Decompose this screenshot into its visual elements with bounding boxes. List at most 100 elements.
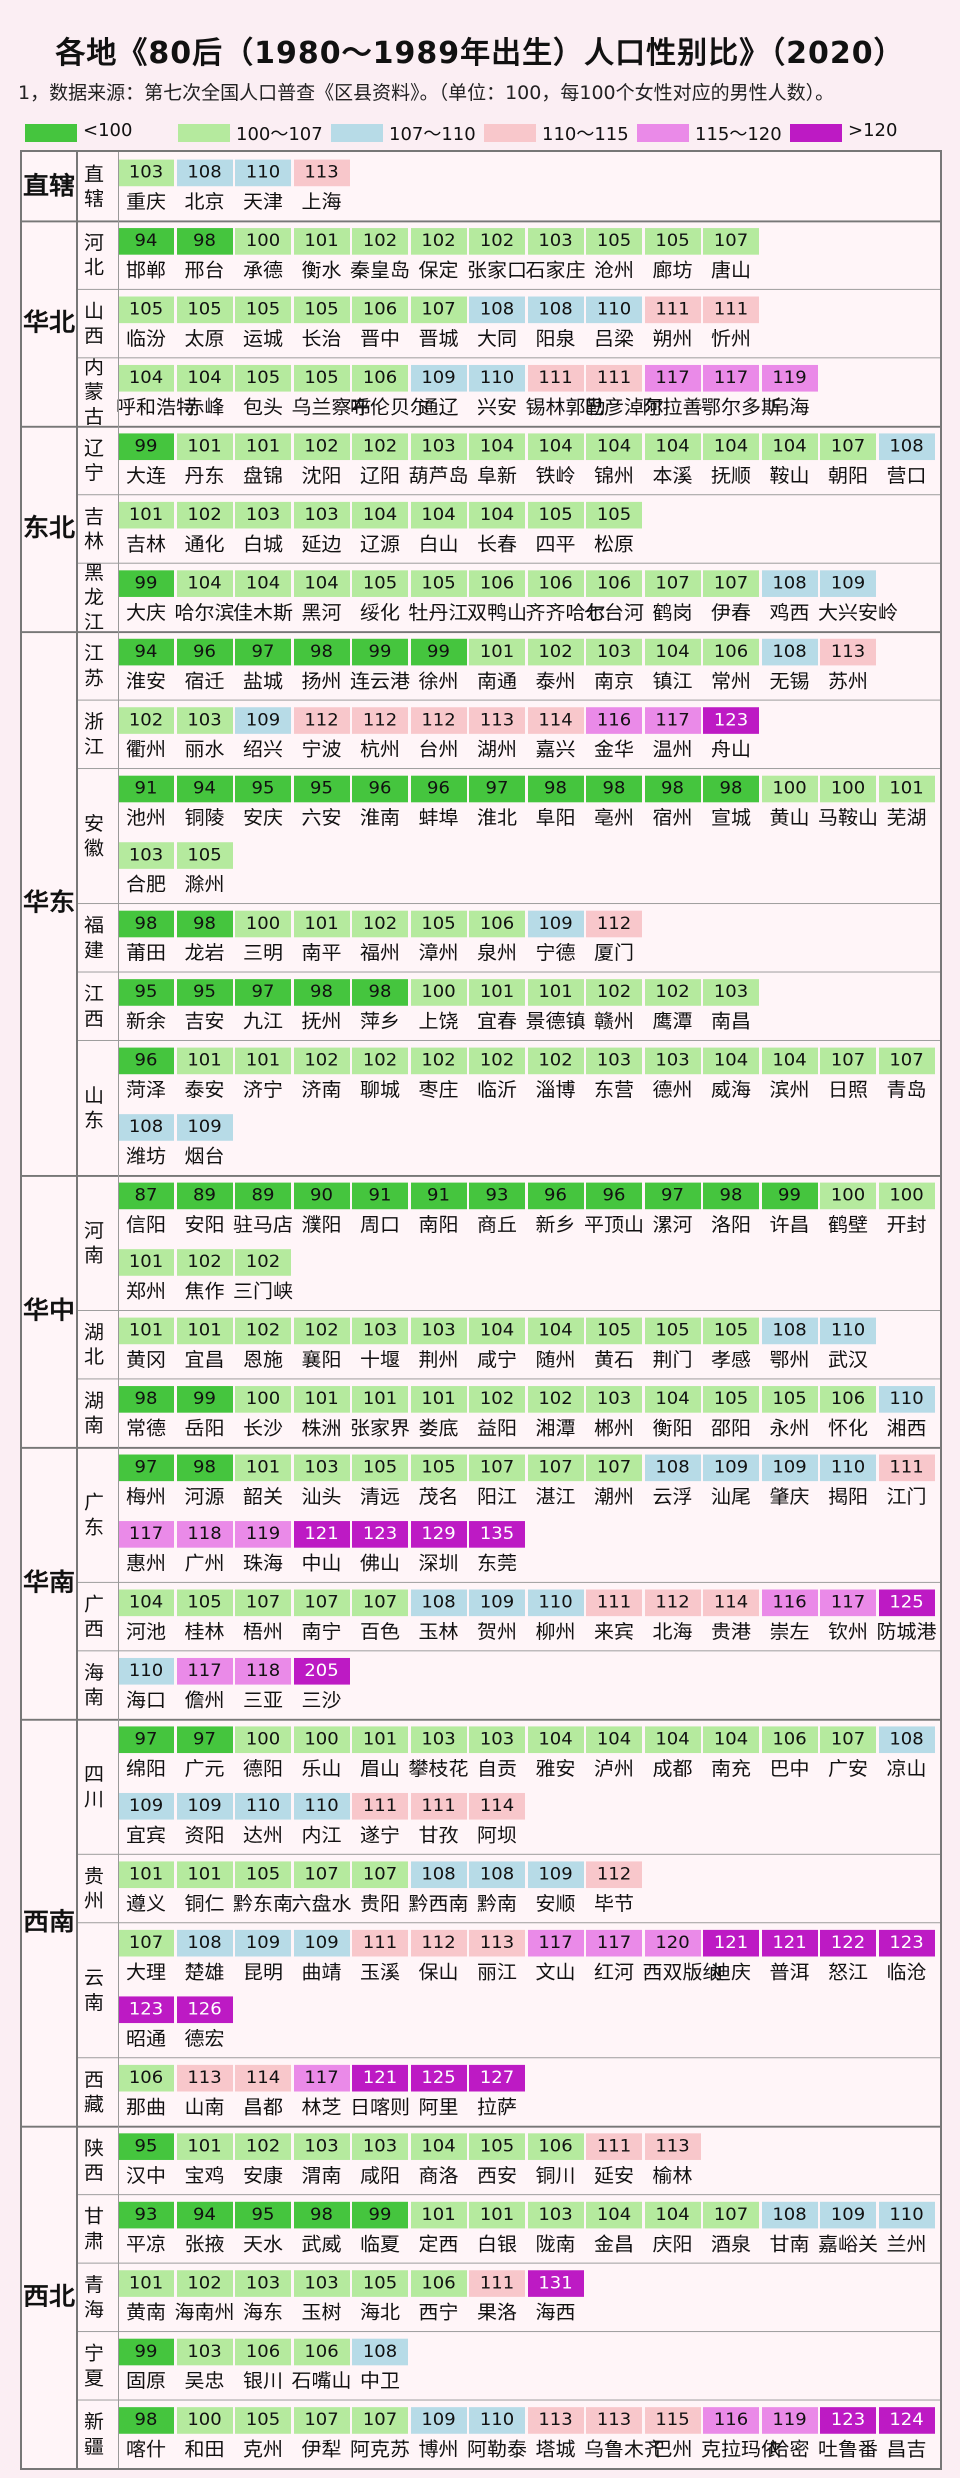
province-divider <box>118 152 119 2468</box>
value-cell: 107 <box>293 2407 350 2434</box>
value-cell: 101 <box>118 1249 174 1276</box>
city-label: 汕尾 <box>711 1484 751 1508</box>
province-label: 山东 <box>84 1083 104 1132</box>
city-label: 迪庆 <box>711 1960 751 1984</box>
city-label: 昆明 <box>243 1960 283 1984</box>
city-label: 玉溪 <box>360 1960 400 1984</box>
value-cell: 131 <box>527 2270 584 2297</box>
city-label: 锦州 <box>594 463 634 487</box>
city-label: 吕梁 <box>594 326 634 350</box>
row-divider <box>76 1581 940 1583</box>
city-label: 中卫 <box>360 2369 400 2392</box>
city-label: 杭州 <box>360 737 400 761</box>
city-label: 十堰 <box>360 1348 400 1371</box>
value-cell: 107 <box>527 1454 584 1482</box>
value-cell: 106 <box>586 570 642 597</box>
value-cell: 108 <box>352 2338 408 2366</box>
value-cell: 101 <box>176 433 233 461</box>
city-label: 河源 <box>184 1484 225 1508</box>
city-label: 石嘴山 <box>291 2369 352 2392</box>
value-cell: 106 <box>527 570 584 597</box>
city-label: 东莞 <box>477 1551 517 1575</box>
value-cell: 101 <box>469 979 525 1006</box>
value-cell: 98 <box>118 1386 174 1413</box>
value-cell: 117 <box>820 1589 876 1617</box>
city-label: 永州 <box>769 1416 810 1440</box>
city-label: 揭阳 <box>828 1484 868 1508</box>
row-divider <box>76 1039 940 1041</box>
value-cell: 111 <box>644 296 701 324</box>
city-label: 阳泉 <box>535 326 576 350</box>
value-cell: 105 <box>235 2407 291 2434</box>
value-cell: 117 <box>644 707 701 734</box>
value-cell: 106 <box>703 638 759 666</box>
city-label: 金昌 <box>594 2232 634 2256</box>
value-cell: 107 <box>410 296 467 324</box>
value-cell: 111 <box>878 1454 935 1482</box>
city-label: 衡阳 <box>652 1416 693 1440</box>
value-cell: 99 <box>118 433 174 461</box>
value-cell: 103 <box>118 842 174 869</box>
city-label: 运城 <box>243 326 283 350</box>
city-label: 蚌埠 <box>418 806 459 829</box>
value-cell: 106 <box>469 570 525 597</box>
city-label: 潮州 <box>594 1484 634 1508</box>
value-cell: 103 <box>176 707 233 734</box>
city-label: 楚雄 <box>184 1960 225 1984</box>
value-cell: 110 <box>820 1454 876 1482</box>
province-label: 内蒙古 <box>84 355 104 428</box>
chart-title: 各地《80后（1980～1989年出生）人口性别比》（2020） <box>55 36 905 71</box>
value-cell: 98 <box>352 979 408 1006</box>
value-cell: 102 <box>176 501 233 529</box>
value-cell: 110 <box>469 364 525 392</box>
value-cell: 117 <box>703 364 759 392</box>
row-divider <box>76 1853 940 1855</box>
city-label: 平顶山 <box>584 1213 644 1236</box>
value-cell: 103 <box>586 638 642 666</box>
value-cell: 104 <box>352 501 408 529</box>
city-label: 河池 <box>126 1619 166 1643</box>
province-label: 海南 <box>84 1660 104 1709</box>
city-label: 福州 <box>360 941 400 964</box>
value-cell: 97 <box>469 775 525 803</box>
city-label: 郑州 <box>126 1279 166 1303</box>
row-divider <box>76 1310 940 1311</box>
city-label: 娄底 <box>418 1416 459 1440</box>
city-label: 张家界 <box>350 1416 410 1440</box>
value-cell: 104 <box>644 2201 701 2229</box>
city-label: 随州 <box>535 1348 576 1371</box>
city-label: 黔西南 <box>408 1891 469 1915</box>
value-cell: 123 <box>878 1929 935 1957</box>
city-label: 盘锦 <box>243 463 283 487</box>
value-cell: 113 <box>586 2407 642 2434</box>
value-cell: 108 <box>527 296 584 324</box>
city-label: 呼和浩特 <box>116 395 196 419</box>
value-cell: 110 <box>878 1386 935 1413</box>
value-cell: 98 <box>176 228 233 255</box>
city-label: 克州 <box>243 2437 283 2461</box>
value-cell: 101 <box>176 1047 233 1075</box>
value-cell: 109 <box>527 1861 584 1889</box>
value-cell: 105 <box>293 364 350 392</box>
value-cell: 111 <box>586 1589 642 1617</box>
value-cell: 102 <box>352 910 408 938</box>
city-label: 黄南 <box>126 2300 166 2324</box>
row-divider <box>76 971 940 973</box>
city-label: 中山 <box>301 1551 342 1575</box>
value-cell: 100 <box>235 228 291 255</box>
province-label: 宁夏 <box>84 2341 104 2390</box>
value-cell: 96 <box>586 1182 642 1210</box>
value-cell: 97 <box>118 1726 174 1754</box>
legend-swatch <box>178 124 230 142</box>
value-cell: 101 <box>176 2133 233 2160</box>
city-label: 贵港 <box>711 1619 751 1643</box>
city-label: 朝阳 <box>828 463 868 487</box>
value-cell: 107 <box>235 1589 291 1617</box>
city-label: 海南州 <box>174 2300 235 2324</box>
value-cell: 106 <box>352 296 408 324</box>
city-label: 柳州 <box>535 1619 576 1643</box>
value-cell: 90 <box>293 1182 350 1210</box>
city-label: 百色 <box>360 1619 400 1643</box>
value-cell: 121 <box>293 1521 350 1548</box>
city-label: 三沙 <box>301 1688 342 1712</box>
